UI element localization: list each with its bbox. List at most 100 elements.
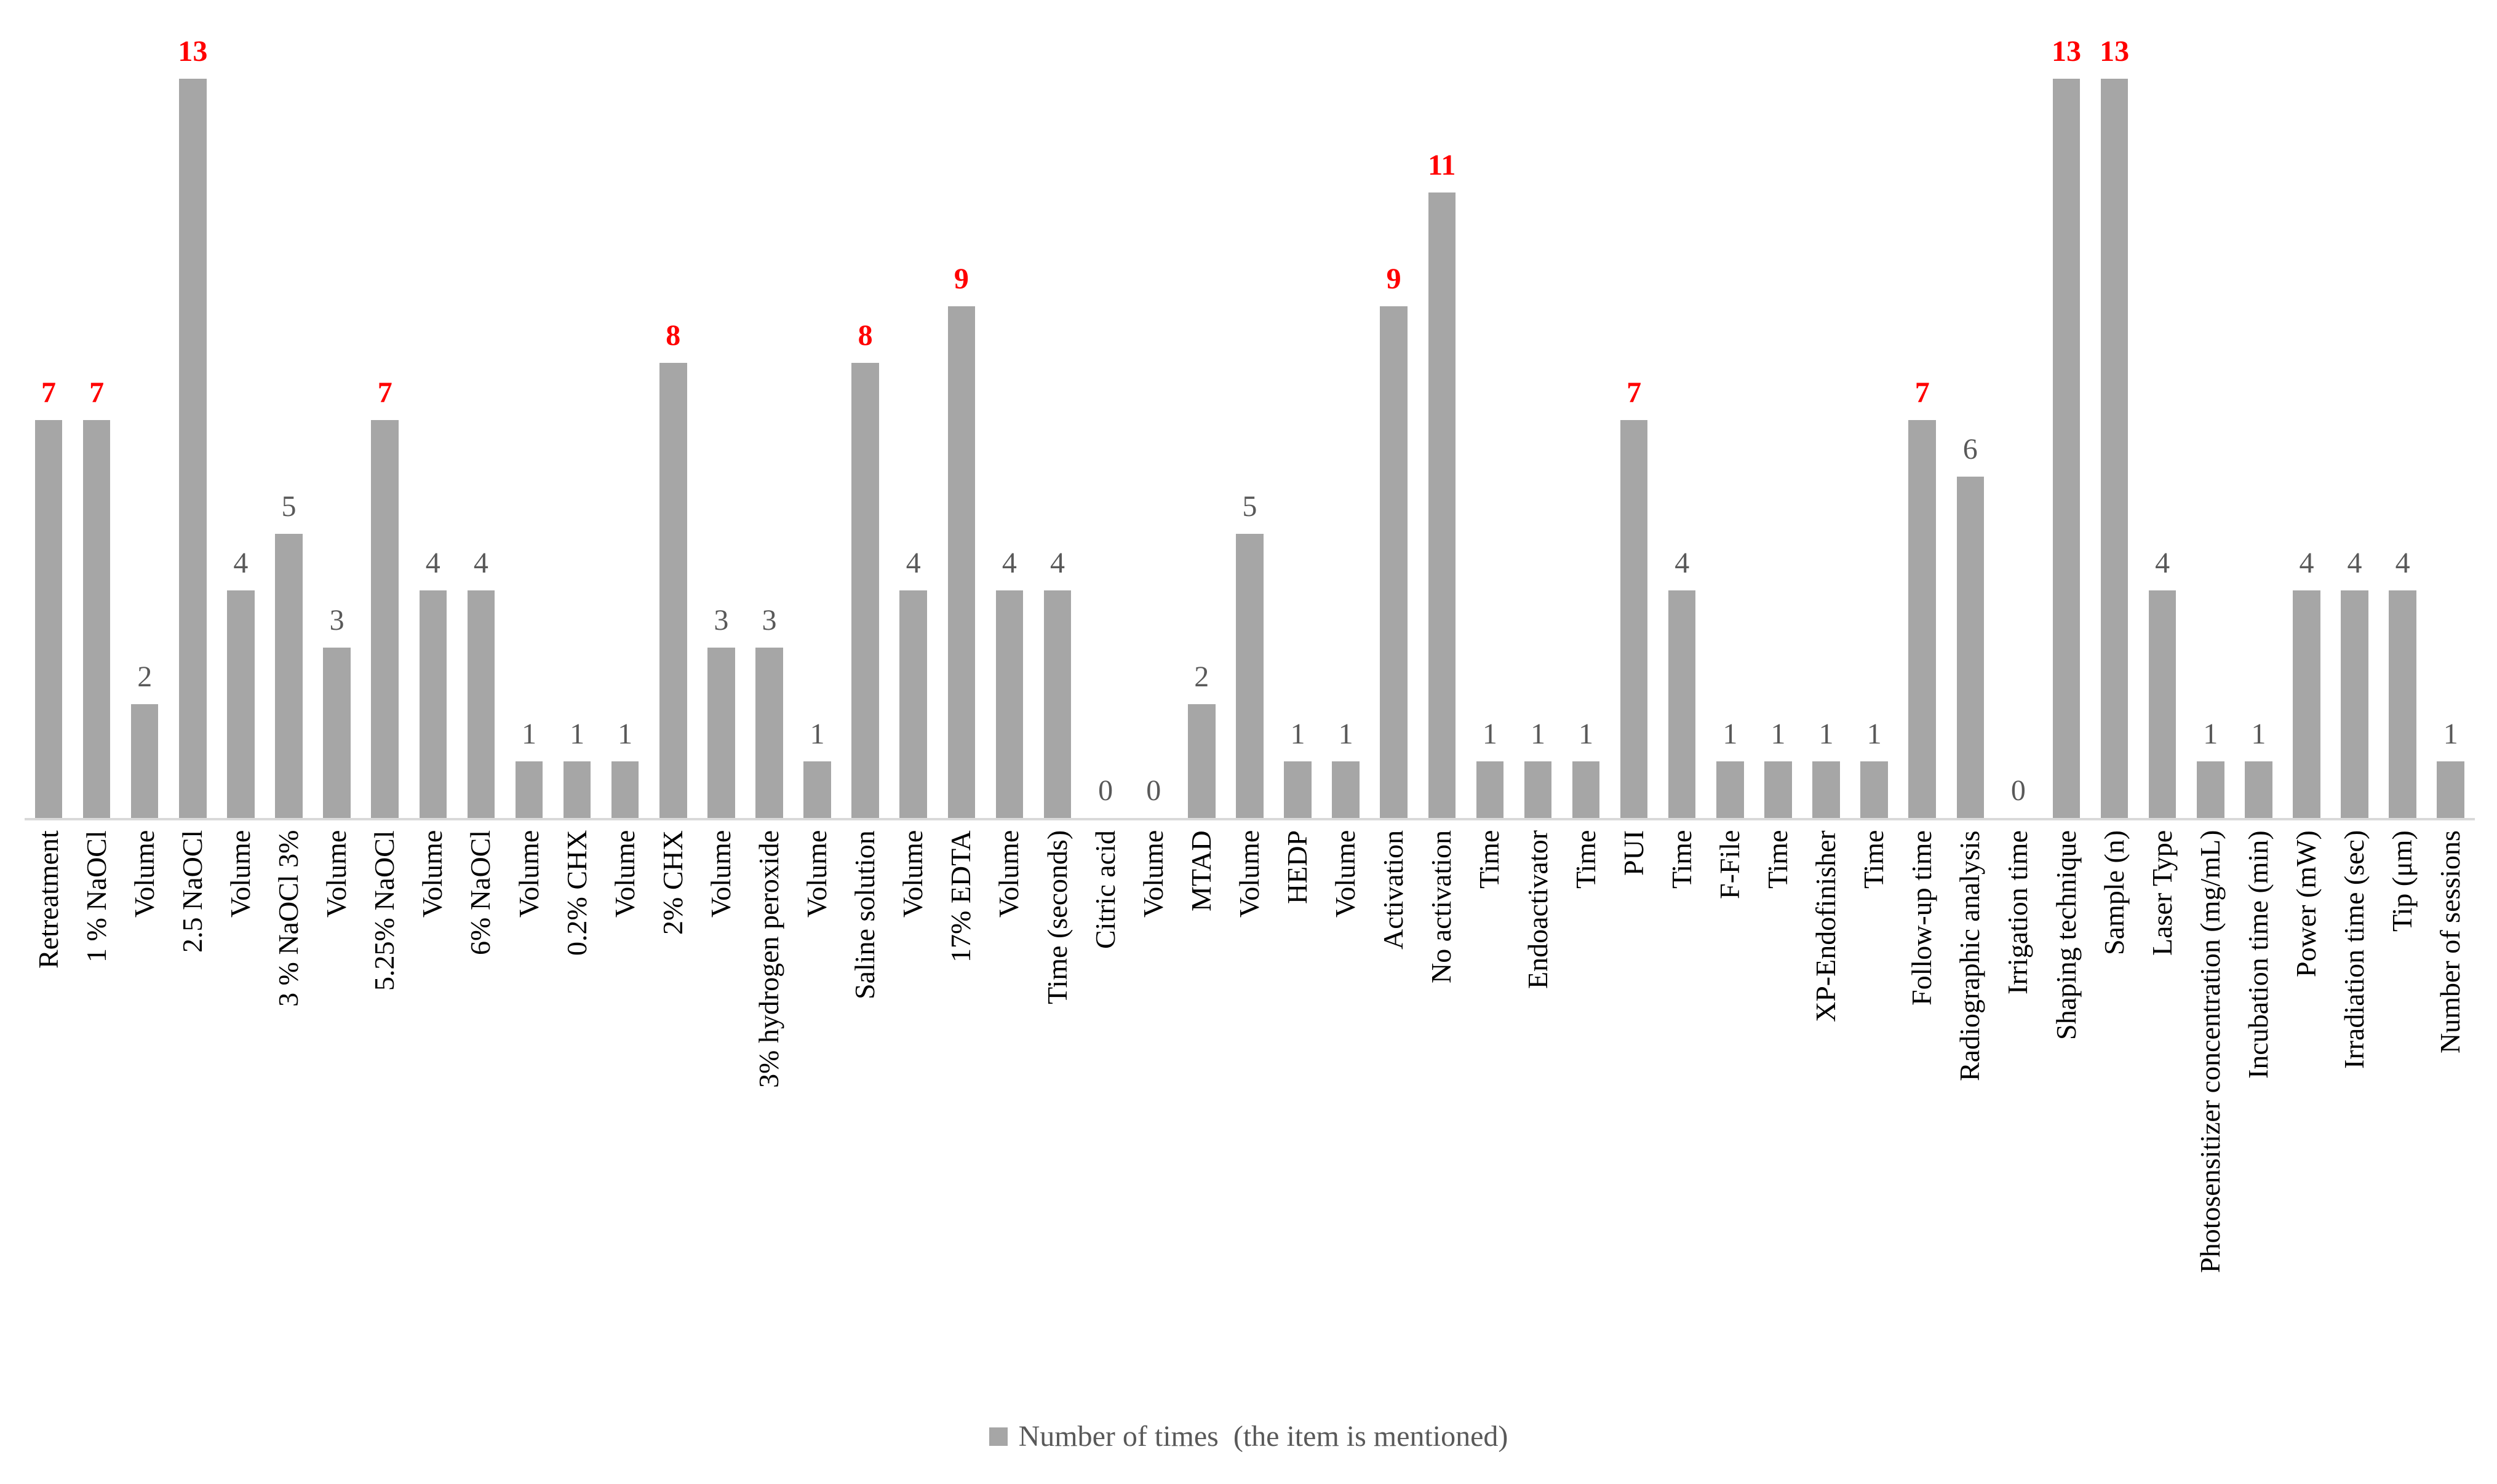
bar-column: 7 [1610, 0, 1658, 818]
legend: Number of times (the item is mentioned) [0, 1422, 2497, 1451]
bar-column: 13 [169, 0, 217, 818]
category-label: Time [1569, 830, 1601, 889]
x-label-cell: Time (seconds) [1033, 820, 1081, 1384]
value-label-emphasized: 13 [178, 35, 208, 68]
category-label: Volume [1233, 830, 1265, 918]
bar [1908, 419, 1936, 818]
bar-column: 4 [890, 0, 938, 818]
bar [1668, 590, 1696, 818]
x-label-cell: Endoactivator [1514, 820, 1562, 1384]
bar [275, 533, 303, 818]
value-label: 0 [2010, 774, 2026, 807]
bar [130, 704, 159, 818]
value-label: 1 [1866, 717, 1882, 750]
bar [34, 419, 63, 818]
bar-column: 1 [2234, 0, 2282, 818]
x-label-cell: Shaping technique [2042, 820, 2090, 1384]
x-label-cell: 3% hydrogen peroxide [745, 820, 793, 1384]
bar [82, 419, 111, 818]
x-label-cell: Volume [217, 820, 265, 1384]
bar-column: 3 [697, 0, 745, 818]
bar-column: 1 [1850, 0, 1898, 818]
bar [707, 647, 735, 818]
bar-column: 1 [601, 0, 649, 818]
legend-marker-icon [989, 1427, 1008, 1446]
value-label: 1 [1482, 717, 1497, 750]
category-label: Volume [801, 830, 833, 918]
category-label: 5.25% NaOCl [368, 830, 400, 991]
x-label-cell: Irrigation time [1994, 820, 2042, 1384]
x-label-cell: 17% EDTA [938, 820, 986, 1384]
x-label-cell: Sample (n) [2090, 820, 2138, 1384]
category-label: Volume [321, 830, 352, 918]
bar [419, 590, 447, 818]
bar-column: 1 [1754, 0, 1802, 818]
value-label-emphasized: 8 [666, 319, 681, 352]
category-label: 6% NaOCl [464, 830, 496, 956]
bar [1764, 761, 1792, 818]
x-label-cell: MTAD [1177, 820, 1225, 1384]
x-label-cell: Volume [121, 820, 169, 1384]
value-label: 6 [1962, 433, 1978, 466]
bar [1524, 761, 1552, 818]
plot-area: 7 7 2 13 4 5 3 7 4 4 1 1 1 8 3 3 1 8 4 9 4 4 0 0 2 5 1 1 9 11 1 1 1 7 4 1 1 1… [25, 0, 2475, 820]
category-label: 2.5 NaOCl [176, 830, 208, 953]
x-label-cell: Time [1754, 820, 1802, 1384]
bar [2245, 761, 2272, 818]
bar-column: 7 [1898, 0, 1946, 818]
value-label: 1 [1722, 717, 1738, 750]
value-label: 4 [2347, 547, 2362, 580]
x-label-cell: Volume [1225, 820, 1273, 1384]
category-label: Volume [704, 830, 736, 918]
category-label: 0.2% CHX [560, 830, 592, 956]
bar-column: 4 [2331, 0, 2379, 818]
bar-column: 9 [938, 0, 986, 818]
bar [2437, 761, 2464, 818]
value-label: 4 [906, 547, 921, 580]
bar [2389, 590, 2416, 818]
bar-column: 0 [1081, 0, 1129, 818]
value-label: 4 [2155, 547, 2170, 580]
category-label: Laser Type [2146, 830, 2178, 956]
category-label: Retreatment [32, 830, 64, 969]
bar-column: 4 [2282, 0, 2330, 818]
x-label-cell: Volume [409, 820, 457, 1384]
category-label: Volume [993, 830, 1025, 918]
value-label: 5 [1242, 490, 1257, 523]
category-label: Power (mW) [2290, 830, 2322, 977]
x-label-cell: Activation [1370, 820, 1418, 1384]
category-label: XP-Endofinisher [1810, 830, 1842, 1022]
bar [563, 761, 591, 818]
category-label: Follow-up time [1906, 830, 1938, 1006]
category-label: Photosensitizer concentration (mg/mL) [2194, 830, 2226, 1274]
category-label: Tip (μm) [2386, 830, 2418, 932]
bar [755, 647, 783, 818]
value-label: 5 [281, 490, 297, 523]
category-label: Volume [1329, 830, 1361, 918]
bar [2148, 590, 2176, 818]
category-label: Citric acid [1089, 830, 1121, 949]
value-label: 1 [1290, 717, 1305, 750]
category-label: 2% CHX [656, 830, 688, 935]
category-label: 3 % NaOCl 3% [273, 830, 305, 1007]
x-label-cell: Volume [313, 820, 361, 1384]
value-label: 1 [1338, 717, 1353, 750]
bar [1043, 590, 1072, 818]
category-label: HEDP [1281, 830, 1313, 905]
bar-column: 4 [2138, 0, 2186, 818]
x-label-cell: Incubation time (min) [2234, 820, 2282, 1384]
category-label: 1 % NaOCl [80, 830, 112, 962]
value-label: 3 [329, 603, 344, 637]
bar-column: 13 [2090, 0, 2138, 818]
category-label: Volume [512, 830, 544, 918]
bar-column: 7 [361, 0, 409, 818]
x-label-cell: PUI [1610, 820, 1658, 1384]
x-label-cell: HEDP [1273, 820, 1321, 1384]
bar-column: 1 [2186, 0, 2234, 818]
bar-column: 1 [1562, 0, 1610, 818]
bar [2052, 79, 2081, 818]
value-label: 1 [2203, 717, 2218, 750]
bar [1620, 419, 1648, 818]
category-label: No activation [1425, 830, 1457, 984]
x-label-cell: 1 % NaOCl [73, 820, 121, 1384]
